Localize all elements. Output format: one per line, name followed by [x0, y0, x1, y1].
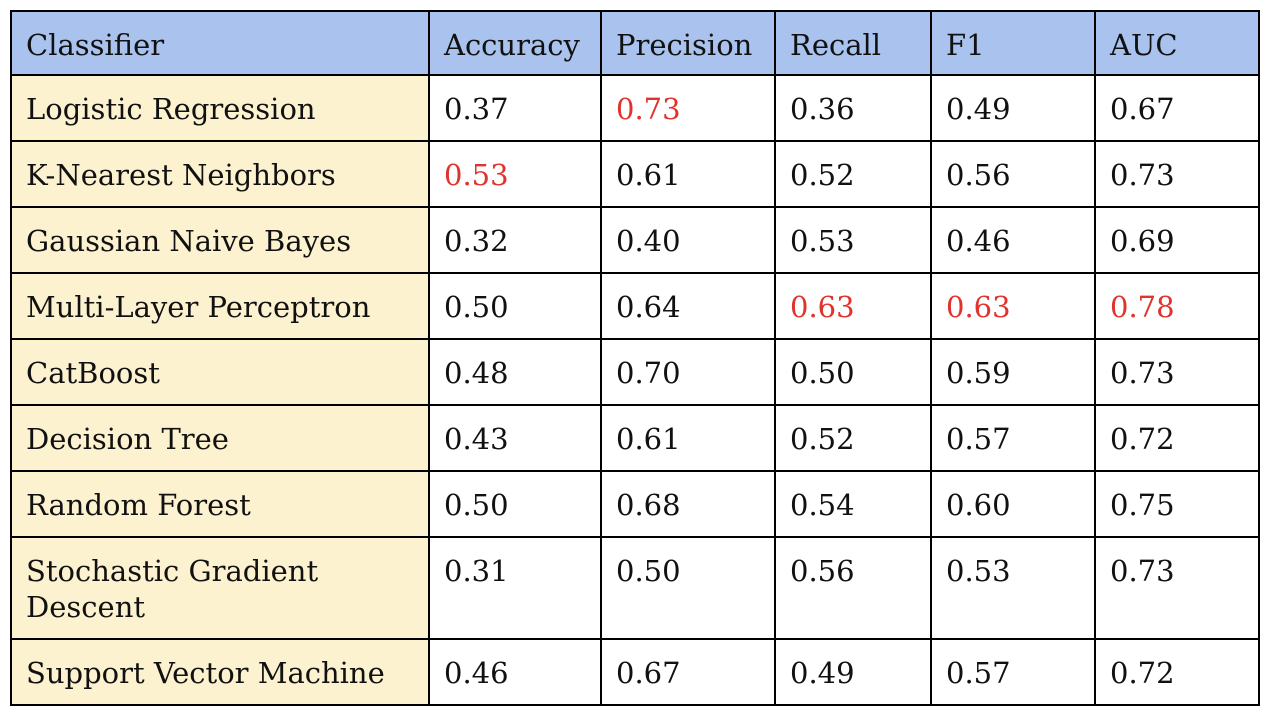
- accuracy-cell: 0.50: [428, 470, 602, 538]
- accuracy-cell: 0.50: [428, 272, 602, 340]
- recall-cell: 0.53: [774, 206, 932, 274]
- f1-cell: 0.60: [930, 470, 1096, 538]
- recall-cell: 0.50: [774, 338, 932, 406]
- f1-cell: 0.63: [930, 272, 1096, 340]
- f1-cell: 0.57: [930, 638, 1096, 706]
- table-header: Classifier Accuracy Precision Recall F1 …: [10, 10, 1260, 76]
- precision-cell: 0.61: [600, 404, 776, 472]
- f1-cell: 0.57: [930, 404, 1096, 472]
- precision-cell: 0.70: [600, 338, 776, 406]
- recall-cell: 0.56: [774, 536, 932, 640]
- recall-cell: 0.49: [774, 638, 932, 706]
- table-row: Decision Tree 0.43 0.61 0.52 0.57 0.72: [10, 404, 1260, 472]
- auc-cell: 0.72: [1094, 404, 1260, 472]
- auc-cell: 0.73: [1094, 536, 1260, 640]
- header-f1: F1: [930, 10, 1096, 76]
- table-row: Stochastic Gradient Descent 0.31 0.50 0.…: [10, 536, 1260, 640]
- auc-cell: 0.73: [1094, 338, 1260, 406]
- auc-cell: 0.69: [1094, 206, 1260, 274]
- header-recall: Recall: [774, 10, 932, 76]
- auc-cell: 0.72: [1094, 638, 1260, 706]
- accuracy-cell: 0.43: [428, 404, 602, 472]
- classifier-name: Random Forest: [10, 470, 430, 538]
- precision-cell: 0.64: [600, 272, 776, 340]
- classifier-name: Multi-Layer Perceptron: [10, 272, 430, 340]
- auc-cell: 0.73: [1094, 140, 1260, 208]
- accuracy-cell: 0.53: [428, 140, 602, 208]
- table-row: Logistic Regression 0.37 0.73 0.36 0.49 …: [10, 74, 1260, 142]
- accuracy-cell: 0.37: [428, 74, 602, 142]
- table-row: Random Forest 0.50 0.68 0.54 0.60 0.75: [10, 470, 1260, 538]
- precision-cell: 0.73: [600, 74, 776, 142]
- f1-cell: 0.59: [930, 338, 1096, 406]
- recall-cell: 0.54: [774, 470, 932, 538]
- classifier-name: CatBoost: [10, 338, 430, 406]
- header-precision: Precision: [600, 10, 776, 76]
- classifier-name: K-Nearest Neighbors: [10, 140, 430, 208]
- auc-cell: 0.75: [1094, 470, 1260, 538]
- classifier-name: Decision Tree: [10, 404, 430, 472]
- table-row: K-Nearest Neighbors 0.53 0.61 0.52 0.56 …: [10, 140, 1260, 208]
- table-row: CatBoost 0.48 0.70 0.50 0.59 0.73: [10, 338, 1260, 406]
- precision-cell: 0.40: [600, 206, 776, 274]
- table-row: Multi-Layer Perceptron 0.50 0.64 0.63 0.…: [10, 272, 1260, 340]
- header-classifier: Classifier: [10, 10, 430, 76]
- table-row: Gaussian Naive Bayes 0.32 0.40 0.53 0.46…: [10, 206, 1260, 274]
- f1-cell: 0.49: [930, 74, 1096, 142]
- classifier-name: Logistic Regression: [10, 74, 430, 142]
- auc-cell: 0.78: [1094, 272, 1260, 340]
- classifier-name: Stochastic Gradient Descent: [10, 536, 430, 640]
- header-auc: AUC: [1094, 10, 1260, 76]
- recall-cell: 0.52: [774, 404, 932, 472]
- accuracy-cell: 0.46: [428, 638, 602, 706]
- precision-cell: 0.68: [600, 470, 776, 538]
- table-body: Logistic Regression 0.37 0.73 0.36 0.49 …: [10, 74, 1260, 706]
- accuracy-cell: 0.32: [428, 206, 602, 274]
- header-accuracy: Accuracy: [428, 10, 602, 76]
- table-row: Support Vector Machine 0.46 0.67 0.49 0.…: [10, 638, 1260, 706]
- precision-cell: 0.67: [600, 638, 776, 706]
- f1-cell: 0.46: [930, 206, 1096, 274]
- recall-cell: 0.63: [774, 272, 932, 340]
- classifier-name: Gaussian Naive Bayes: [10, 206, 430, 274]
- accuracy-cell: 0.48: [428, 338, 602, 406]
- f1-cell: 0.53: [930, 536, 1096, 640]
- f1-cell: 0.56: [930, 140, 1096, 208]
- accuracy-cell: 0.31: [428, 536, 602, 640]
- classifier-name: Support Vector Machine: [10, 638, 430, 706]
- recall-cell: 0.52: [774, 140, 932, 208]
- recall-cell: 0.36: [774, 74, 932, 142]
- header-row: Classifier Accuracy Precision Recall F1 …: [10, 10, 1260, 76]
- auc-cell: 0.67: [1094, 74, 1260, 142]
- precision-cell: 0.61: [600, 140, 776, 208]
- classifier-metrics-table: Classifier Accuracy Precision Recall F1 …: [10, 10, 1260, 706]
- precision-cell: 0.50: [600, 536, 776, 640]
